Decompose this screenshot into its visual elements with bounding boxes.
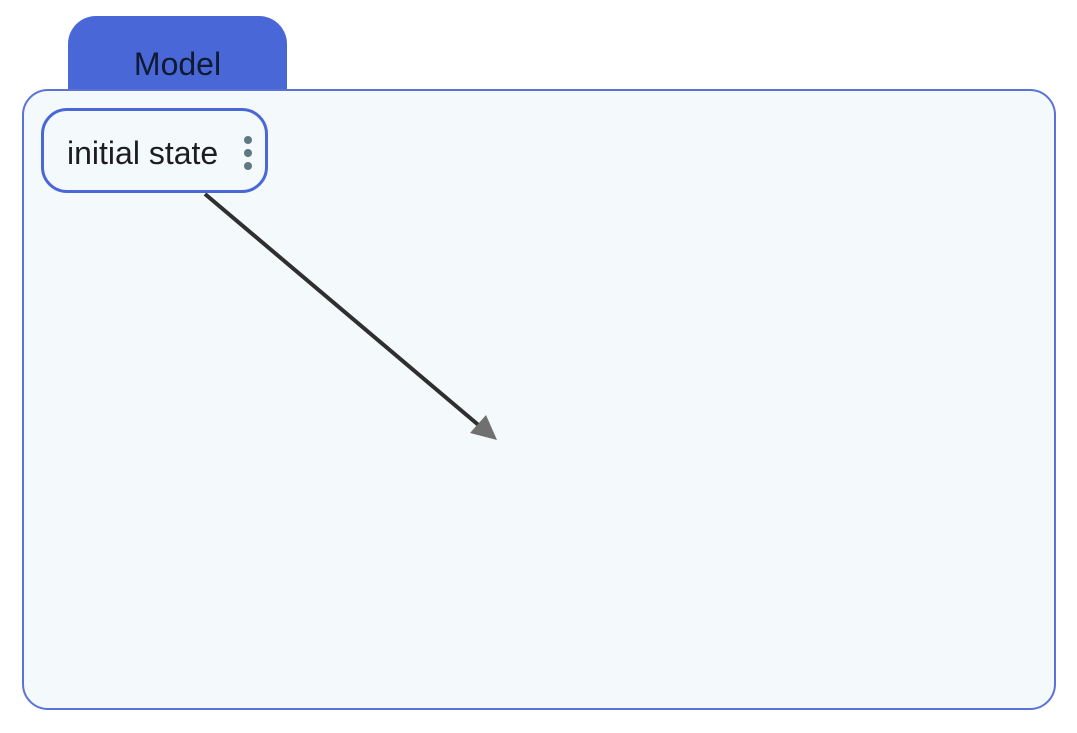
vertical-dots-icon[interactable]	[241, 134, 255, 172]
state-node-label: initial state	[67, 133, 218, 173]
model-tab-label: Model	[68, 44, 287, 84]
state-node-initial-state[interactable]: initial state	[41, 108, 268, 193]
